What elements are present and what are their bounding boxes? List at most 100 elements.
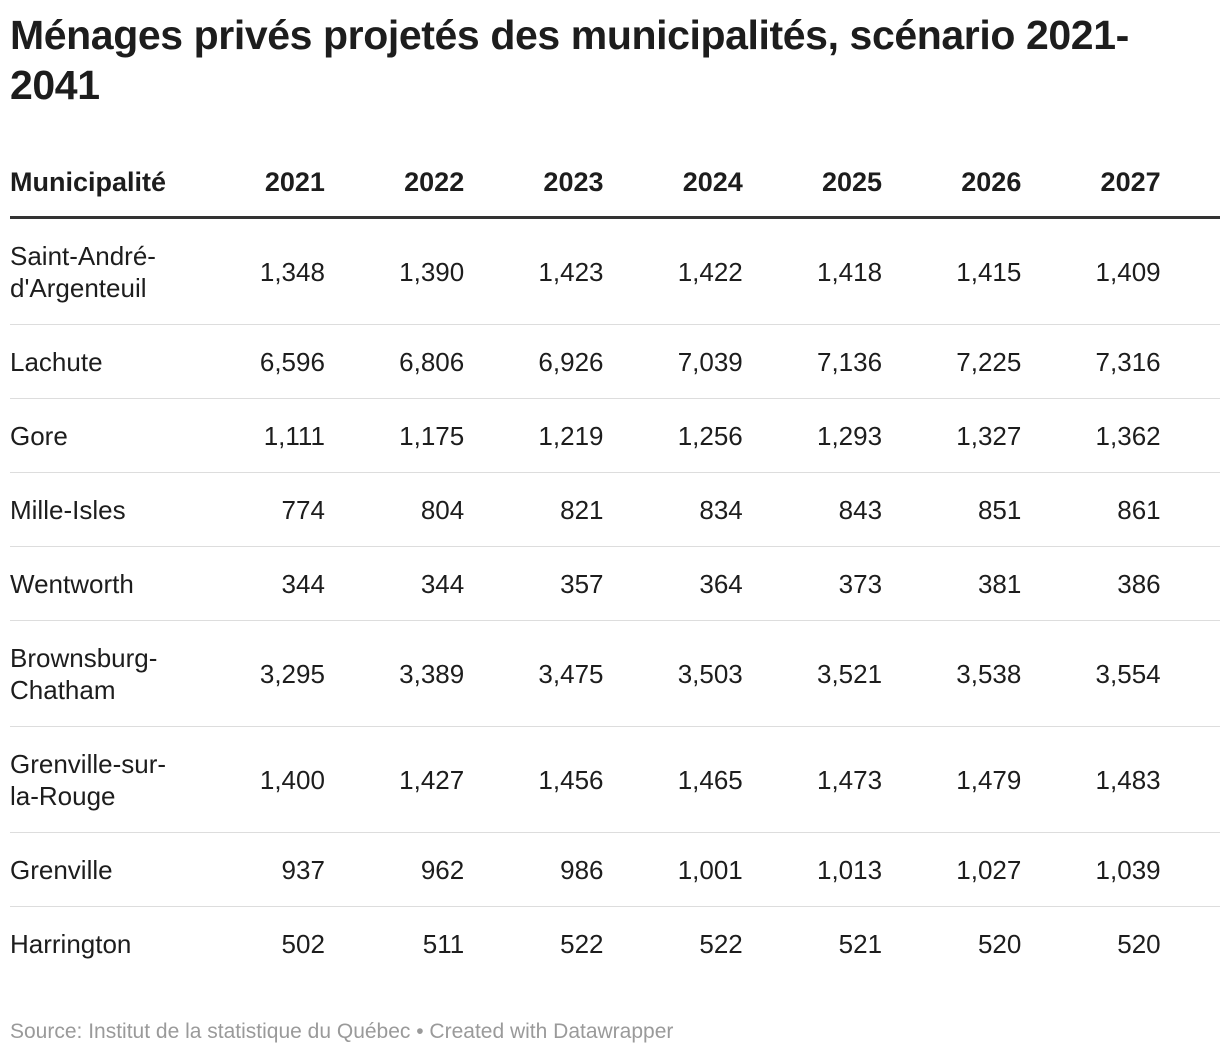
cell-value: 3,554 <box>1021 620 1161 727</box>
cell-value: 1,422 <box>603 217 743 325</box>
row-label: Wentworth <box>10 546 186 621</box>
cell-value: 937 <box>185 832 325 907</box>
column-header-20[interactable]: 20 <box>1160 152 1220 219</box>
table-row: Saint-André-d'Argenteuil 1,348 1,390 1,423 1… <box>10 217 1220 325</box>
cell-value: 3,475 <box>464 620 604 727</box>
table-body: Saint-André-d'Argenteuil 1,348 1,390 1,423 1… <box>10 217 1220 981</box>
cell-value: 373 <box>742 546 883 621</box>
cell-value: 3, <box>1160 620 1220 727</box>
cell-value: 3,503 <box>603 620 743 727</box>
column-header-municipalite[interactable]: Municipalité <box>10 152 186 219</box>
column-header-2024[interactable]: 2024 <box>603 152 743 219</box>
cell-value: 7,136 <box>742 324 883 399</box>
row-label: Grenville <box>10 832 186 907</box>
row-label: Harrington <box>10 928 132 959</box>
cell-value: 1,013 <box>742 832 883 907</box>
cell-value: 520 <box>977 928 1022 959</box>
table-row: Wentworth 344 344 357 364 373 381 386 <box>10 546 1220 621</box>
cell-value: 1,400 <box>185 726 325 833</box>
cell-value: 522 <box>560 928 604 959</box>
cell-value: 1,465 <box>603 726 743 833</box>
cell-value: 364 <box>603 546 743 621</box>
cell-value: 1,175 <box>324 398 465 473</box>
cell-value: 851 <box>882 472 1022 547</box>
cell-value: 6,596 <box>185 324 325 399</box>
cell-value: 843 <box>742 472 883 547</box>
cell-value: 344 <box>185 546 325 621</box>
data-table-container[interactable]: Municipalité 2021 2022 2023 2024 2025 2026 2027… <box>10 152 1220 980</box>
cell-value: 804 <box>324 472 465 547</box>
cell-value: 1, <box>1160 726 1220 833</box>
cell-value: 1,427 <box>324 726 465 833</box>
cell-value: 1,479 <box>882 726 1022 833</box>
cell-value: 1,415 <box>882 217 1022 325</box>
cell-value: 381 <box>882 546 1022 621</box>
table-row: Brownsburg-Chatham 3,295 3,389 3,475 3,503 3,… <box>10 620 1220 727</box>
cell-value: 3,538 <box>882 620 1022 727</box>
row-label: Saint-André-d'Argenteuil <box>10 217 186 325</box>
cell-value: 1,256 <box>603 398 743 473</box>
cell-value: 986 <box>464 832 604 907</box>
chart-title: Ménages privés projetés des municipalité… <box>10 12 1129 108</box>
cell-value: 344 <box>324 546 465 621</box>
table-row: Gore1,1111,1751,2191,2561,2931,3271,3621… <box>10 398 1220 473</box>
cell-value <box>1161 907 1220 981</box>
cell-value: 520 <box>1117 928 1161 959</box>
table-row: Harrington 502 511 522 522 521 520 520 <box>10 907 1220 981</box>
cell-value: 1, <box>1160 832 1220 907</box>
cell-value: 7,039 <box>603 324 743 399</box>
cell-value: 774 <box>185 472 325 547</box>
cell-value: 1,362 <box>1021 398 1161 473</box>
cell-value <box>1160 472 1220 547</box>
cell-value: 3,295 <box>185 620 325 727</box>
cell-value: 1,348 <box>185 217 325 325</box>
column-header-2026[interactable]: 2026 <box>882 152 1022 219</box>
cell-value: 1,039 <box>1021 832 1161 907</box>
cell-value: 1,327 <box>882 398 1022 473</box>
column-header-2027[interactable]: 2027 <box>1021 152 1161 219</box>
cell-value: 1,423 <box>464 217 604 325</box>
cell-value: 1,418 <box>742 217 883 325</box>
cell-value: 1,293 <box>742 398 883 473</box>
cell-value: 1,027 <box>882 832 1022 907</box>
cell-value: 521 <box>838 928 883 959</box>
cell-value: 6,926 <box>464 324 604 399</box>
cell-value: 511 <box>422 928 465 959</box>
cell-value: 1,473 <box>742 726 883 833</box>
cell-value: 1,111 <box>185 398 325 473</box>
cell-value: 834 <box>603 472 743 547</box>
table-row: Lachute 6,596 6,806 6,926 7,039 7,136 7,225 7,3… <box>10 324 1220 399</box>
cell-value: 1,001 <box>603 832 743 907</box>
cell-value: 3,389 <box>324 620 465 727</box>
cell-value: 357 <box>464 546 604 621</box>
cell-value: 821 <box>464 472 604 547</box>
row-label: Grenville-sur-la-Rouge <box>10 726 186 833</box>
column-header-2022[interactable]: 2022 <box>324 152 465 219</box>
row-label: Lachute <box>10 324 186 399</box>
row-label: Brownsburg-Chatham <box>10 620 186 727</box>
cell-value: 1, <box>1160 398 1220 473</box>
cell-value: 502 <box>281 928 325 959</box>
cell-value: 7,316 <box>1021 324 1161 399</box>
row-label: Gore <box>10 398 186 473</box>
row-label: Mille-Isles <box>10 472 186 547</box>
cell-value <box>1160 546 1220 621</box>
source-footer: Source: Institut de la statistique du Qu… <box>10 1020 674 1043</box>
cell-value: 7, <box>1160 324 1220 399</box>
cell-value: 861 <box>1021 472 1161 547</box>
table-row: Mille-Isles 774 804 821 834 843 851 861 <box>10 472 1220 547</box>
cell-value: 3,521 <box>742 620 883 727</box>
cell-value: 1,390 <box>324 217 465 325</box>
cell-value: 386 <box>1021 546 1161 621</box>
column-header-2023[interactable]: 2023 <box>464 152 604 219</box>
table-header-row: Municipalité 2021 2022 2023 2024 2025 2026 2027… <box>10 152 1220 219</box>
cell-value: 1,483 <box>1021 726 1161 833</box>
cell-value: 7,225 <box>882 324 1022 399</box>
column-header-2021[interactable]: 2021 <box>185 152 325 219</box>
cell-value: 6,806 <box>324 324 465 399</box>
cell-value: 522 <box>699 928 743 959</box>
cell-value: 1,219 <box>464 398 604 473</box>
column-header-2025[interactable]: 2025 <box>742 152 883 219</box>
table-row: Grenville-sur-la-Rouge 1,400 1,427 1,456 1,4… <box>10 726 1220 833</box>
